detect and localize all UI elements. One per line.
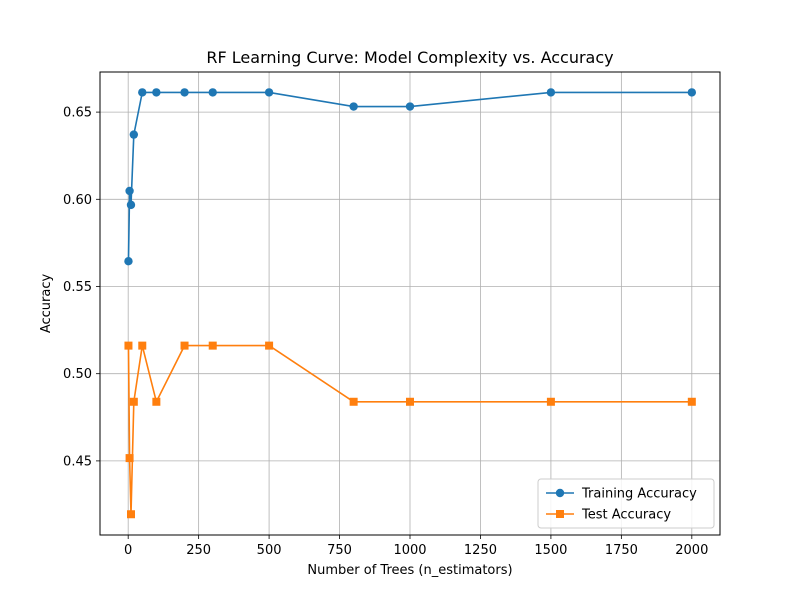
data-point (687, 397, 696, 406)
series-training-accuracy (124, 88, 697, 266)
y-tick-label: 0.60 (63, 193, 92, 208)
data-point (349, 397, 358, 406)
data-point (126, 200, 136, 210)
data-point (124, 257, 133, 266)
data-point (152, 397, 161, 406)
data-point (546, 88, 556, 97)
y-tick-label: 0.50 (63, 367, 92, 382)
x-tick-label: 250 (186, 543, 211, 558)
x-tick-label: 0 (124, 543, 132, 558)
data-point (208, 88, 217, 97)
data-point (125, 454, 134, 463)
legend-marker (556, 510, 564, 518)
data-point (265, 341, 274, 350)
x-axis-label: Number of Trees (n_estimators) (307, 563, 512, 578)
y-tick-label: 0.65 (63, 106, 92, 121)
legend: Training Accuracy Test Accuracy (537, 478, 715, 529)
legend-marker (555, 488, 565, 498)
x-tick-label: 1500 (534, 543, 567, 558)
x-tick-label: 1000 (393, 543, 426, 558)
data-point (180, 88, 189, 97)
plot-series (124, 88, 697, 519)
x-tick-label: 1250 (464, 543, 497, 558)
grid (100, 72, 720, 535)
y-axis-ticks: 0.45 0.50 0.55 0.60 0.65 (63, 106, 100, 469)
legend-box (537, 478, 715, 529)
data-point (138, 341, 147, 350)
data-point (406, 397, 414, 406)
data-point (152, 88, 161, 97)
data-point (687, 88, 697, 97)
legend-label: Test Accuracy (581, 508, 671, 523)
data-point (124, 341, 133, 350)
data-point (129, 130, 139, 139)
data-point (546, 397, 555, 406)
legend-item: Test Accuracy (546, 508, 671, 523)
chart-title: RF Learning Curve: Model Complexity vs. … (206, 48, 613, 67)
data-point (125, 186, 134, 196)
y-axis-label: Accuracy (39, 274, 54, 334)
legend-item: Training Accuracy (546, 487, 697, 502)
data-point (127, 510, 135, 519)
data-point (129, 397, 138, 406)
series-test-accuracy (124, 341, 696, 519)
data-point (349, 102, 358, 111)
x-tick-label: 2000 (675, 543, 708, 558)
x-tick-label: 750 (327, 543, 352, 558)
data-point (138, 88, 147, 97)
data-point (264, 88, 274, 97)
x-axis-ticks: 0 250 500 750 1000 1250 1500 1750 2000 (124, 535, 708, 558)
legend-label: Training Accuracy (581, 487, 697, 502)
x-tick-label: 500 (257, 543, 282, 558)
data-point (208, 341, 217, 350)
data-point (405, 102, 415, 111)
y-tick-label: 0.55 (63, 280, 92, 295)
y-tick-label: 0.45 (63, 454, 92, 469)
data-point (180, 341, 189, 350)
x-tick-label: 1750 (605, 543, 638, 558)
